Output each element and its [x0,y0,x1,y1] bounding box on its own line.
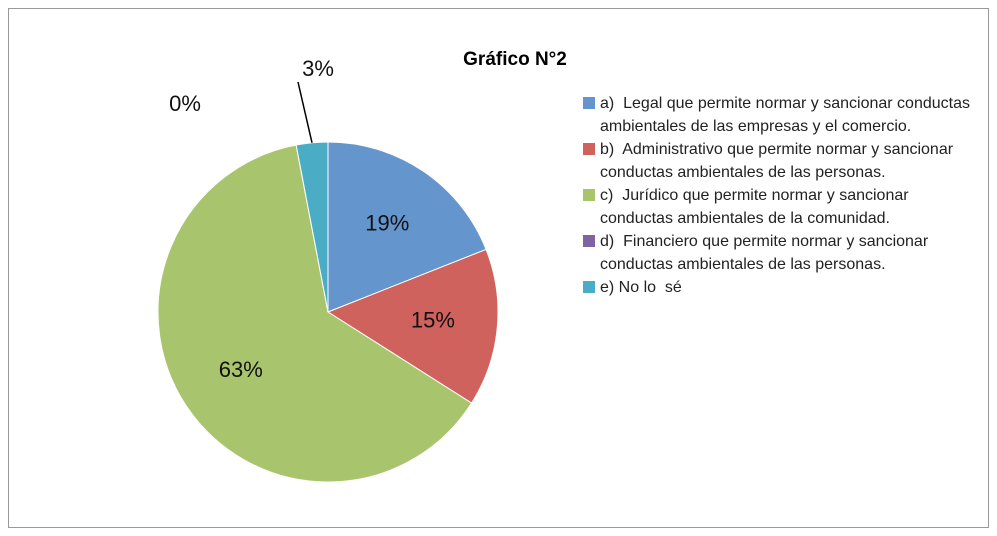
legend-label: a) Legal que permite normar y sancionar … [600,95,975,135]
legend-label: d) Financiero que permite normar y sanci… [600,233,933,273]
pie-slice [326,248,499,404]
legend-entry: e) No lo sé [583,276,983,299]
legend-swatch [583,97,595,109]
data-label: 15% [411,308,455,333]
data-label: 19% [365,211,409,236]
data-label: 3% [302,56,334,81]
legend-entry: d) Financiero que permite normar y sanci… [583,230,983,276]
legend-swatch [583,143,595,155]
data-label: 0% [169,91,201,116]
leader-line [297,81,313,143]
legend-swatch [583,281,595,293]
legend-entry: a) Legal que permite normar y sancionar … [583,92,983,138]
legend-label: c) Jurídico que permite normar y sancion… [600,187,914,227]
chart-title: Gráfico N°2 [463,49,567,70]
legend: a) Legal que permite normar y sancionar … [583,92,983,299]
legend-label: e) No lo sé [600,279,682,296]
legend-swatch [583,189,595,201]
data-label: 63% [219,357,263,382]
legend-label: b) Administrativo que permite normar y s… [600,141,958,181]
pie-slice [327,141,487,313]
legend-entry: b) Administrativo que permite normar y s… [583,138,983,184]
legend-swatch [583,235,595,247]
legend-entry: c) Jurídico que permite normar y sancion… [583,184,983,230]
pie-slice [157,144,473,483]
